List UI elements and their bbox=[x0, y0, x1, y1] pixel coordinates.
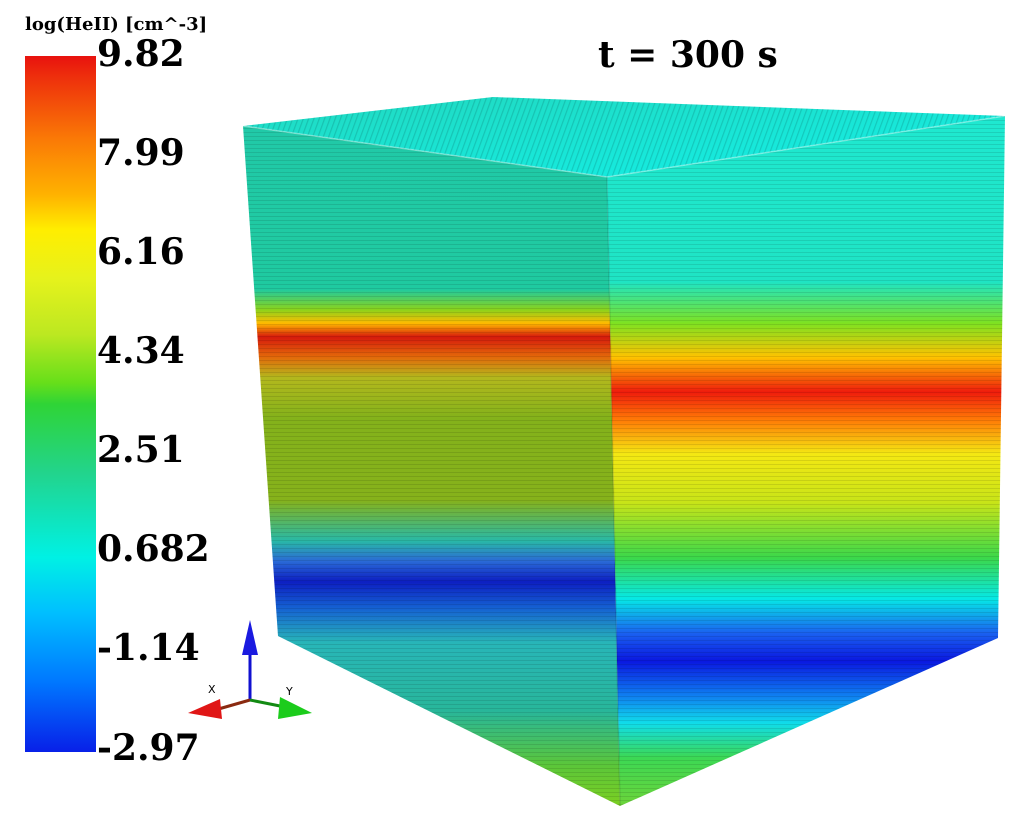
colorbar-tick: 2.51 bbox=[97, 429, 185, 471]
colorbar-title: log(HeII) [cm^-3] bbox=[25, 14, 208, 35]
axis-x-label: X bbox=[208, 683, 216, 696]
colorbar-tick: 4.34 bbox=[97, 330, 185, 372]
colorbar-tick: -1.14 bbox=[97, 627, 200, 669]
colorbar bbox=[25, 56, 96, 752]
colorbar-tick: 9.82 bbox=[97, 33, 185, 75]
axis-triad-icon: X Y bbox=[188, 620, 312, 719]
time-label: t = 300 s bbox=[598, 34, 778, 76]
colorbar-tick: -2.97 bbox=[97, 727, 200, 769]
colorbar-tick: 7.99 bbox=[97, 132, 185, 174]
colorbar-tick: 0.682 bbox=[97, 528, 210, 570]
axis-y-label: Y bbox=[285, 685, 293, 698]
colorbar-tick: 6.16 bbox=[97, 231, 185, 273]
